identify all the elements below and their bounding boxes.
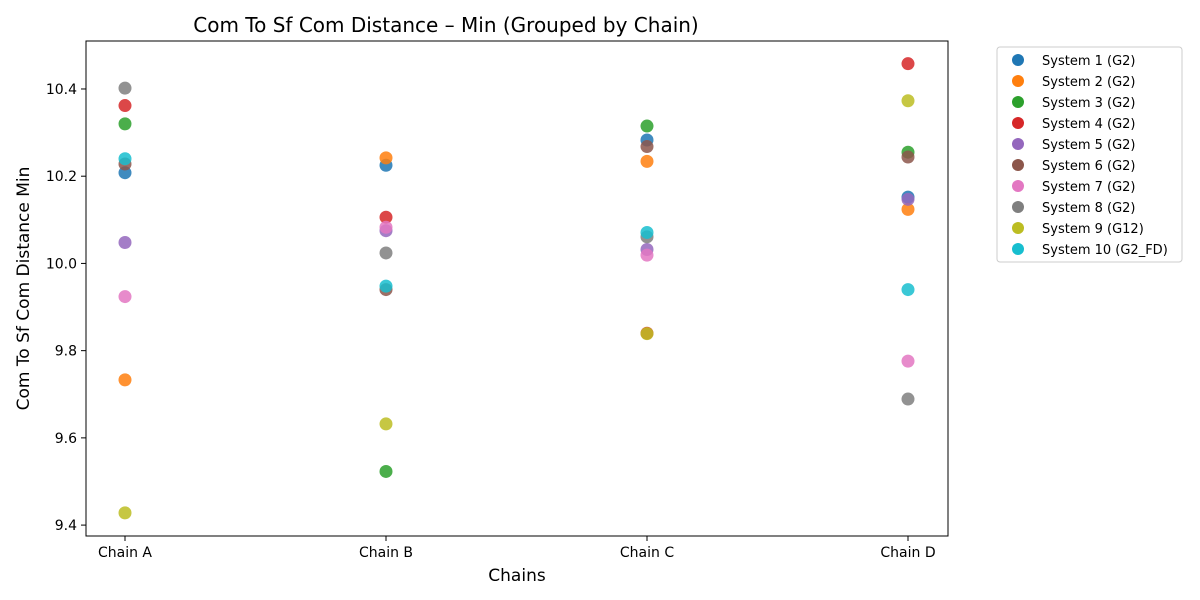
legend-label: System 6 (G2) <box>1042 159 1136 174</box>
x-axis-title: Chains <box>488 566 546 586</box>
legend-marker <box>1012 117 1024 129</box>
data-point <box>118 152 132 166</box>
chart-title: Com To Sf Com Distance – Min (Grouped by… <box>193 13 698 37</box>
legend-label: System 7 (G2) <box>1042 180 1136 195</box>
data-point <box>901 94 915 108</box>
legend-marker <box>1012 243 1024 255</box>
data-point <box>118 506 132 520</box>
data-point <box>640 154 654 168</box>
legend: System 1 (G2) System 2 (G2) System 3 (G2) S… <box>996 46 1183 263</box>
legend-frame <box>996 46 1183 263</box>
x-tick-label: Chain A <box>98 545 152 561</box>
y-axis: 9.4 9.6 9.8 10.0 10.2 10.4 <box>46 82 86 534</box>
data-point <box>379 151 393 165</box>
legend-marker <box>1012 201 1024 213</box>
data-point <box>118 99 132 113</box>
data-point <box>640 140 654 154</box>
y-tick-label: 9.8 <box>55 344 77 360</box>
data-point <box>901 57 915 71</box>
data-point <box>901 150 915 164</box>
data-point <box>379 464 393 478</box>
data-point <box>379 417 393 431</box>
data-point <box>640 225 654 239</box>
legend-label: System 8 (G2) <box>1042 201 1136 216</box>
x-tick-label: Chain D <box>880 545 935 561</box>
y-tick-label: 10.0 <box>46 256 77 272</box>
legend-marker <box>1012 75 1024 87</box>
data-point <box>379 246 393 260</box>
data-point <box>118 290 132 304</box>
data-point <box>901 392 915 406</box>
data-point <box>901 192 915 206</box>
data-point <box>118 235 132 249</box>
legend-label: System 3 (G2) <box>1042 96 1136 111</box>
data-point <box>118 81 132 95</box>
data-point <box>118 117 132 131</box>
data-points <box>118 57 915 520</box>
legend-label: System 9 (G12) <box>1042 222 1144 237</box>
x-axis: Chain A Chain B Chain C Chain D <box>98 536 936 561</box>
legend-marker <box>1012 96 1024 108</box>
legend-marker <box>1012 159 1024 171</box>
data-point <box>379 220 393 234</box>
plot-area-frame <box>85 40 949 537</box>
data-point <box>901 354 915 368</box>
y-tick-label: 9.6 <box>55 431 77 447</box>
data-point <box>901 283 915 297</box>
legend-label: System 10 (G2_FD) <box>1042 243 1168 258</box>
legend-label: System 4 (G2) <box>1042 117 1136 132</box>
data-point <box>379 210 393 224</box>
legend-marker <box>1012 222 1024 234</box>
data-point <box>640 119 654 133</box>
x-tick-label: Chain B <box>359 545 413 561</box>
data-point <box>640 327 654 341</box>
x-tick-label: Chain C <box>620 545 674 561</box>
legend-marker <box>1012 54 1024 66</box>
legend-marker <box>1012 138 1024 150</box>
y-tick-label: 10.4 <box>46 82 77 98</box>
legend-label: System 1 (G2) <box>1042 54 1136 69</box>
legend-label: System 2 (G2) <box>1042 75 1136 90</box>
data-point <box>640 248 654 262</box>
y-axis-title: Com To Sf Com Distance Min <box>14 167 34 411</box>
legend-marker <box>1012 180 1024 192</box>
data-point <box>901 202 915 216</box>
data-point <box>118 373 132 387</box>
data-point <box>379 279 393 293</box>
y-tick-label: 9.4 <box>55 518 77 534</box>
y-tick-label: 10.2 <box>46 169 77 185</box>
legend-label: System 5 (G2) <box>1042 138 1136 153</box>
